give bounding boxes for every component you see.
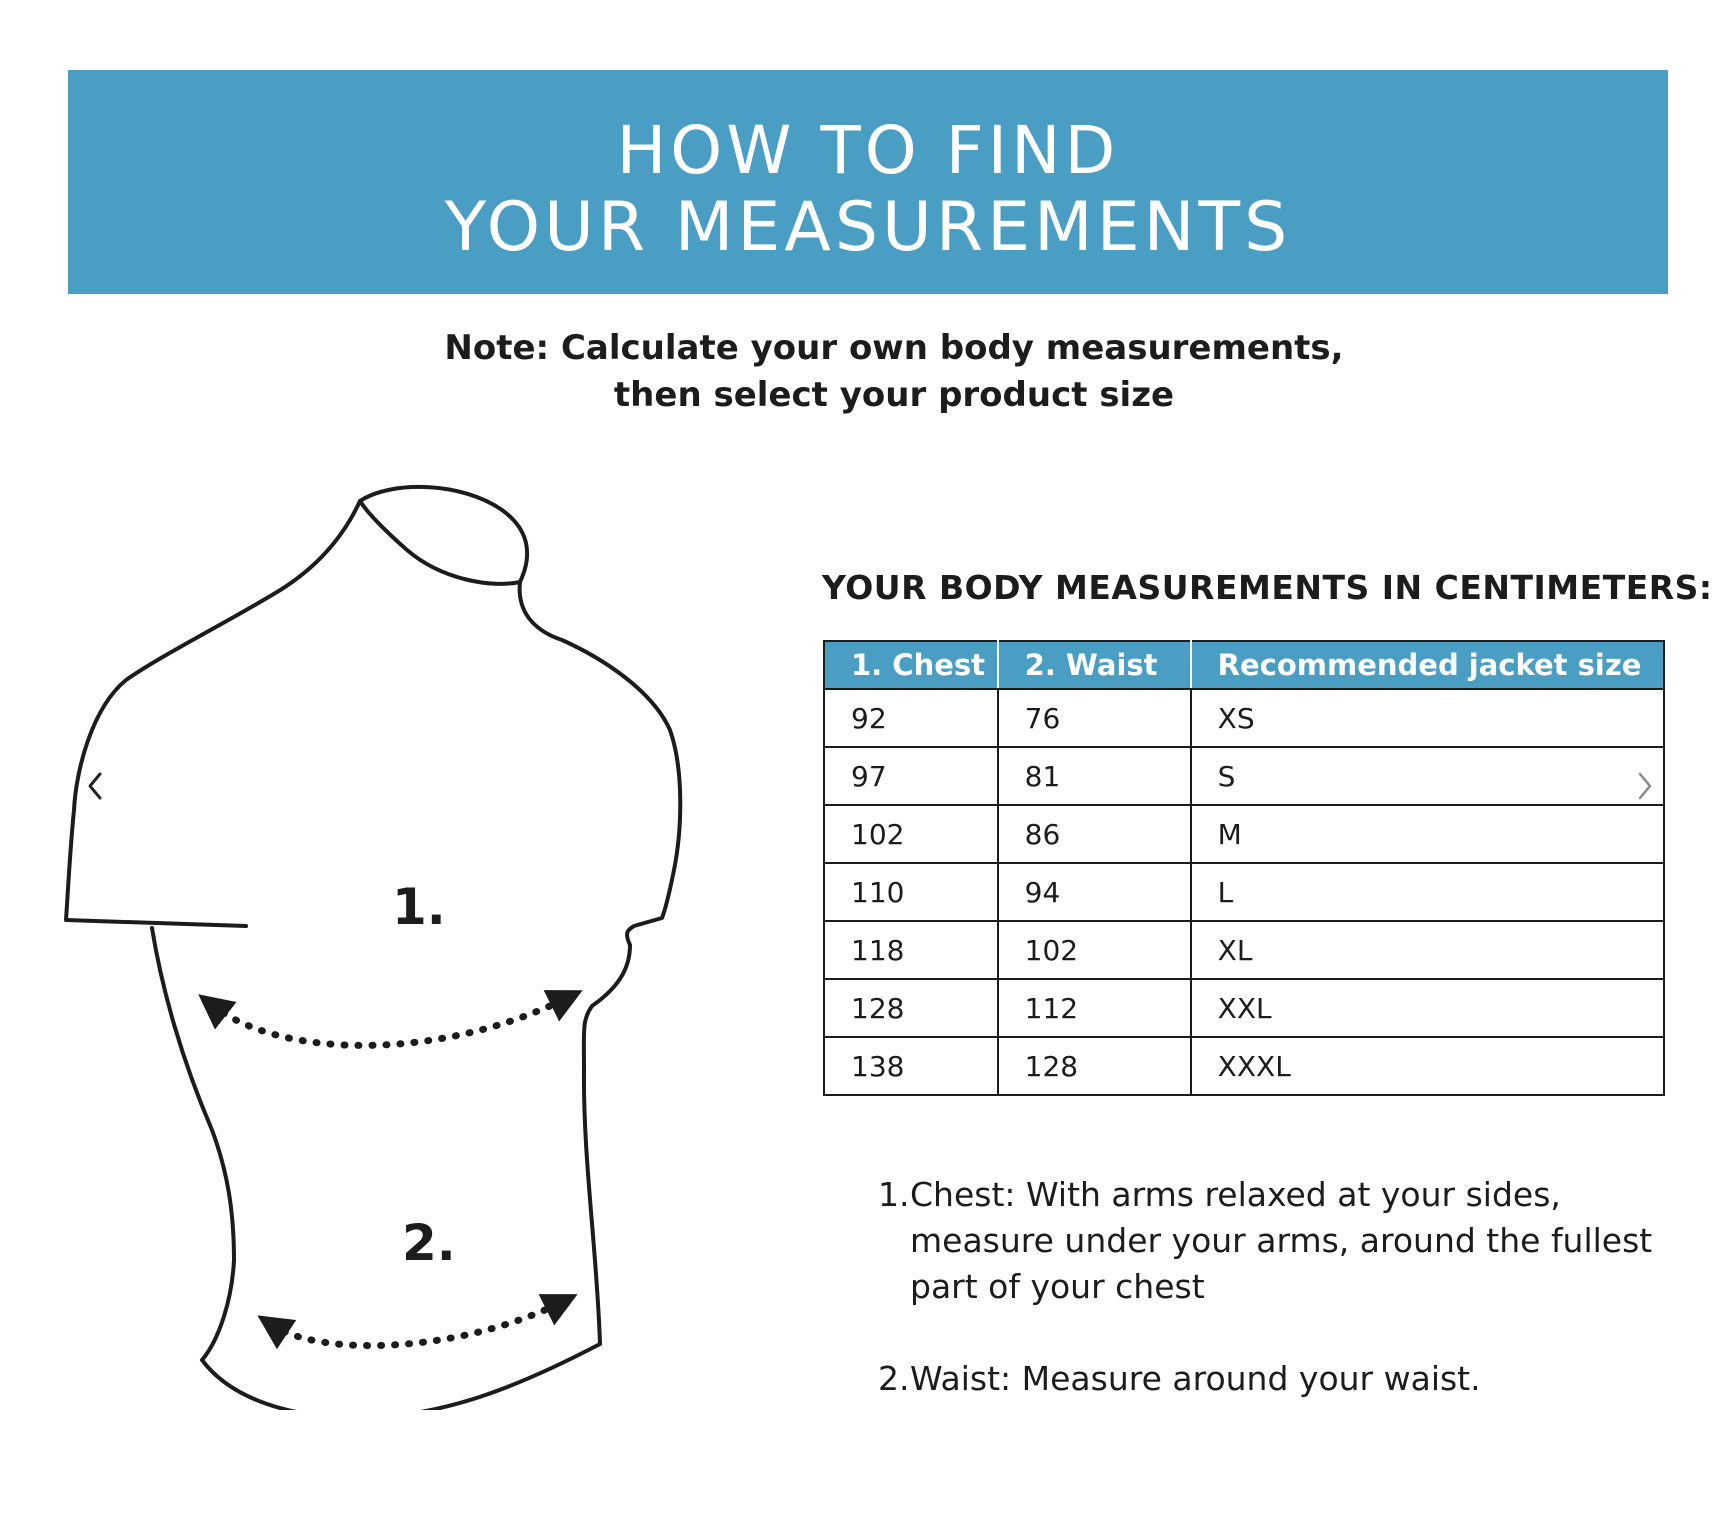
table-row: 92 76 XS: [823, 688, 1666, 748]
header-title-line-2: YOUR MEASUREMENTS: [444, 188, 1292, 267]
instruction-number: 2.: [878, 1359, 910, 1398]
size-cell: XXL: [1189, 978, 1666, 1038]
table-row: 97 81 S: [823, 746, 1666, 806]
torso-left-shoulder: [64, 499, 362, 928]
size-note-line-1: Note: Calculate your own body measuremen…: [444, 328, 1344, 368]
size-cell: XL: [1189, 920, 1666, 980]
table-row: 118 102 XL: [823, 920, 1666, 980]
waist-cell: 81: [996, 746, 1192, 806]
chevron-left-icon: [88, 772, 102, 800]
chest-cell: 102: [823, 804, 999, 864]
chest-cell: 110: [823, 862, 999, 922]
size-cell: S: [1189, 746, 1666, 806]
column-header-waist: 2. Waist: [996, 641, 1191, 690]
torso-left-side: [150, 926, 236, 1362]
waist-label: 2.: [402, 1214, 456, 1272]
size-table: 1. Chest 2. Waist Recommended jacket siz…: [823, 640, 1666, 1096]
table-row: 138 128 XXXL: [823, 1036, 1666, 1096]
waist-cell: 94: [996, 862, 1192, 922]
instruction-chest: 1. Chest: With arms relaxed at your side…: [878, 1172, 1678, 1310]
table-row: 110 94 L: [823, 862, 1666, 922]
waist-cell: 86: [996, 804, 1192, 864]
size-note: Note: Calculate your own body measuremen…: [0, 325, 1720, 419]
torso-waist-bottom: [200, 1342, 602, 1410]
size-cell: L: [1189, 862, 1666, 922]
chest-cell: 138: [823, 1036, 999, 1096]
torso-right-shoulder: [517, 580, 683, 1346]
waist-cell: 76: [996, 688, 1192, 748]
column-header-chest: 1. Chest: [824, 641, 998, 690]
chest-cell: 118: [823, 920, 999, 980]
waist-cell: 112: [996, 978, 1192, 1038]
waist-measure-arrow: [257, 1294, 578, 1350]
measurement-instructions: 1. Chest: With arms relaxed at your side…: [878, 1172, 1678, 1402]
size-cell: M: [1189, 804, 1666, 864]
torso-head-stump: [358, 484, 530, 586]
chest-cell: 97: [823, 746, 999, 806]
waist-cell: 102: [996, 920, 1192, 980]
instruction-text: Chest: With arms relaxed at your sides, …: [910, 1175, 1653, 1306]
table-header-row: 1. Chest 2. Waist Recommended jacket siz…: [824, 641, 1664, 690]
chest-label: 1.: [392, 878, 446, 936]
table-row: 102 86 M: [823, 804, 1666, 864]
header-banner: HOW TO FIND YOUR MEASUREMENTS: [68, 70, 1668, 294]
size-cell: XXXL: [1189, 1036, 1666, 1096]
carousel-prev-button[interactable]: [82, 766, 112, 806]
size-note-line-2: then select your product size: [613, 375, 1175, 415]
instruction-number: 1.: [878, 1175, 910, 1214]
chest-cell: 92: [823, 688, 999, 748]
torso-outline-icon: 1. 2.: [64, 484, 683, 1410]
chest-cell: 128: [823, 978, 999, 1038]
header-title-line-1: HOW TO FIND: [616, 112, 1120, 189]
table-row: 128 112 XXL: [823, 978, 1666, 1038]
instruction-waist: 2. Waist: Measure around your waist.: [878, 1356, 1678, 1402]
instruction-text: Waist: Measure around your waist.: [910, 1359, 1481, 1398]
waist-cell: 128: [996, 1036, 1192, 1096]
size-cell: XS: [1189, 688, 1666, 748]
table-heading: YOUR BODY MEASUREMENTS IN CENTIMETERS:: [822, 568, 1713, 607]
chest-measure-arrow: [198, 990, 583, 1049]
column-header-jacket-size: Recommended jacket size: [1189, 641, 1664, 690]
